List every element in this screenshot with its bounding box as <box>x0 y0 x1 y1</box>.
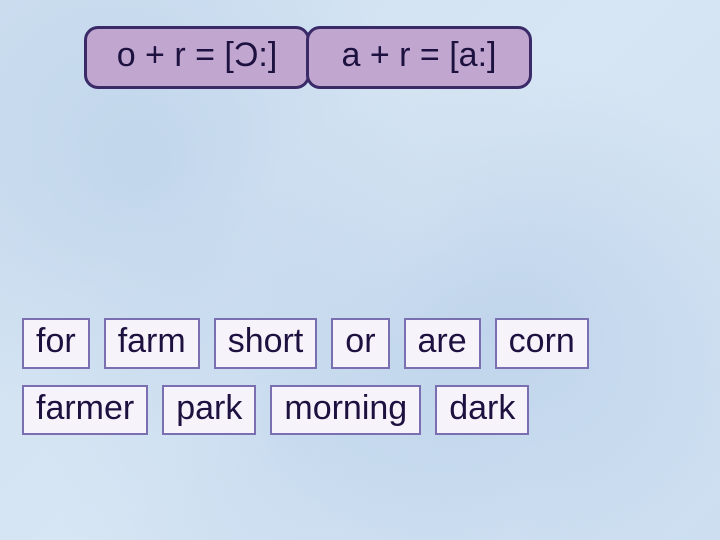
rule-box-ar: a + r = [a:] <box>306 26 532 89</box>
rule-box-or: o + r = [Ɔ:] <box>84 26 310 89</box>
word-farm[interactable]: farm <box>104 318 200 369</box>
word-dark[interactable]: dark <box>435 385 529 436</box>
word-corn[interactable]: corn <box>495 318 589 369</box>
word-morning[interactable]: morning <box>270 385 421 436</box>
word-or[interactable]: or <box>331 318 389 369</box>
word-farmer[interactable]: farmer <box>22 385 148 436</box>
word-park[interactable]: park <box>162 385 256 436</box>
word-row-1: for farm short or are corn <box>22 318 698 369</box>
word-short[interactable]: short <box>214 318 318 369</box>
word-for[interactable]: for <box>22 318 90 369</box>
word-row-2: farmer park morning dark <box>22 385 698 436</box>
word-are[interactable]: are <box>404 318 481 369</box>
word-bank: for farm short or are corn farmer park m… <box>22 318 698 451</box>
